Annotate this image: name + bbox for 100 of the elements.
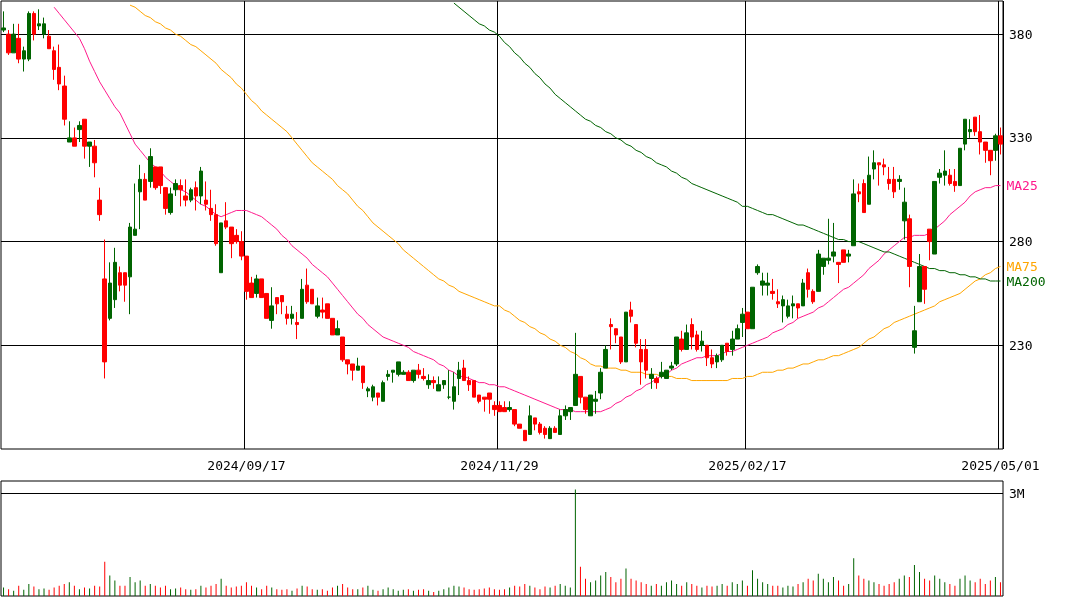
candlestick [912,305,917,355]
candlestick [776,288,780,309]
candlestick [376,392,380,406]
candlestick [92,139,97,178]
candlestick [269,286,274,330]
candlestick [361,365,365,390]
candlestick [97,187,102,222]
candlestick [148,147,153,189]
candlestick [902,187,907,241]
candlestick [194,180,198,211]
candlestick [163,187,168,216]
candlestick [168,187,173,216]
candlestick [614,328,618,344]
candlestick [11,23,16,54]
candlestick [47,29,51,50]
series-label: MA200 [1006,273,1046,289]
candlestick [199,166,203,205]
candlestick [87,141,92,168]
candlestick [32,10,36,41]
candlestick [356,357,360,371]
x-tick-label: 2024/09/17 [207,458,286,473]
candlestick [82,118,87,160]
candlestick [927,228,932,261]
candlestick [300,278,304,319]
candlestick [72,127,77,147]
y-tick-label: 380 [1009,26,1033,42]
candlestick [173,178,178,197]
candlestick [811,288,815,305]
candlestick [421,367,426,382]
candlestick [290,305,294,326]
candlestick [603,344,608,369]
candlestick [897,174,902,191]
candlestick [679,330,684,353]
candlestick [315,297,320,319]
candlestick [872,149,876,180]
candlestick [745,311,750,330]
candlestick [219,222,223,274]
candlestick [381,380,385,402]
y-tick-label: 330 [1009,130,1033,146]
candlestick [573,332,578,406]
candlestick [386,369,390,382]
candlestick [634,324,638,348]
candlestick [138,164,142,230]
candlestick [143,172,147,201]
candlestick [411,369,416,384]
candlestick [553,425,557,433]
candlestick [507,400,512,413]
candlestick [523,429,527,442]
candlestick [770,278,775,301]
candlestick [1,10,6,33]
candlestick [806,268,810,299]
candlestick [700,330,704,353]
candlestick [998,127,1003,155]
x-tick-label: 2025/02/17 [708,458,787,473]
candlestick [922,265,927,305]
candlestick [6,29,11,56]
candlestick [178,178,183,207]
candlestick [62,75,67,126]
candlestick [725,342,729,357]
candlestick [831,222,836,263]
y-tick-label: 3M [1009,485,1025,501]
candlestick [16,23,21,64]
series-label: MA75 [1006,258,1038,274]
candlestick [669,361,674,371]
candlestick [649,367,654,390]
candlestick [426,373,431,390]
candlestick [295,311,299,340]
candlestick [958,147,962,187]
candlestick [406,369,411,382]
candlestick [801,278,805,307]
candlestick [189,187,193,203]
candlestick [993,133,998,162]
y-tick-label: 230 [1009,337,1033,353]
candlestick [335,319,340,336]
candlestick [183,178,188,207]
candlestick [846,249,851,263]
candlestick [452,371,456,411]
candlestick [67,120,72,143]
candlestick [102,239,107,379]
candlestick [674,336,679,367]
candlestick [740,307,745,338]
candlestick [654,375,659,390]
candlestick [416,363,421,379]
candlestick [629,301,633,323]
candlestick [624,311,628,363]
candlestick [851,178,856,247]
candlestick [755,263,760,276]
candlestick [907,214,912,288]
series-label: MA25 [1006,178,1038,194]
candlestick [598,367,603,400]
candlestick [285,305,289,326]
candlestick [528,404,532,435]
candlestick [619,336,623,365]
candlestick [204,180,208,211]
candlestick [684,324,689,350]
candlestick [548,425,552,440]
y-tick-label: 280 [1009,234,1033,250]
candlestick [867,156,871,205]
candlestick [457,361,461,396]
candlestick [750,286,755,330]
